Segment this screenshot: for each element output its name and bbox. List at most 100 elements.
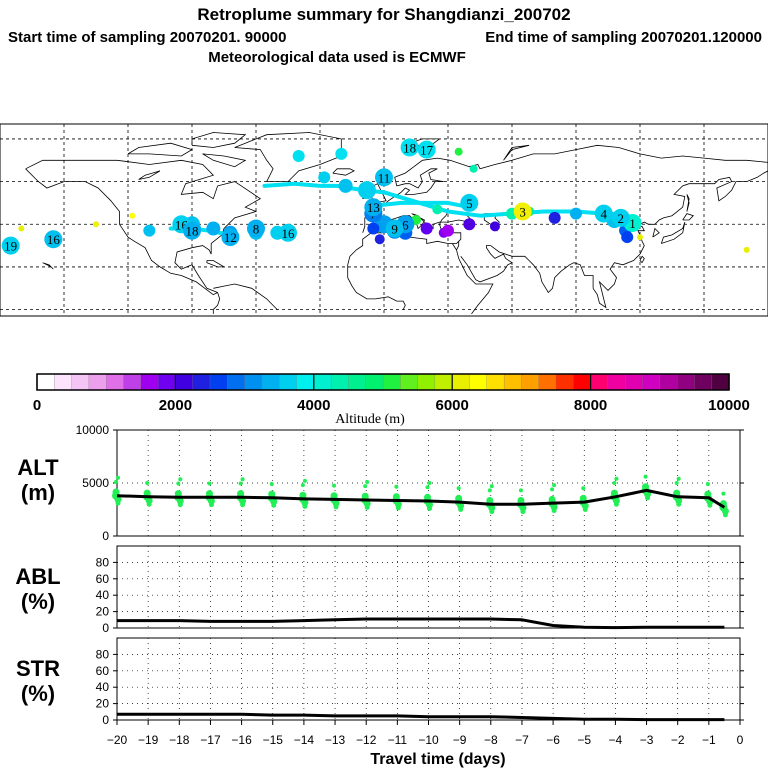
altitude-point [456, 486, 461, 491]
met-data-label: Meteorological data used is ECMWF [208, 49, 466, 66]
colorbar-cell [175, 373, 194, 391]
day-label-marker [183, 221, 201, 240]
panel-ylabel-name: STR [16, 656, 60, 681]
colorbar-cell [400, 373, 419, 391]
altitude-point [721, 507, 729, 515]
time-series-panels: 1000050000ALT(m)806040200ABL(%)806040200… [15, 423, 744, 747]
coastline [347, 264, 406, 310]
colorbar-cell [261, 373, 280, 391]
trajectory-dot [93, 221, 99, 228]
x-tick-label: −6 [546, 733, 560, 747]
altitude-point [457, 502, 465, 510]
day-label-marker [44, 230, 63, 249]
trajectory-dot [454, 147, 463, 156]
day-label-text: 16 [47, 232, 61, 247]
colorbar-ticks: 0 2000 4000 6000 8000 10000 [33, 374, 750, 414]
altitude-point [207, 497, 215, 505]
x-tick-label: −13 [325, 733, 346, 747]
x-tick-label: −8 [484, 733, 498, 747]
x-axis-label: Travel time (days) [370, 751, 505, 768]
colorbar-cell [452, 373, 471, 391]
altitude-point [704, 490, 712, 498]
altitude-point [721, 491, 726, 496]
colorbar-cell [417, 373, 436, 391]
coastline [42, 262, 54, 270]
trajectory-dot [338, 178, 353, 193]
altitude-point [240, 477, 245, 482]
day-label-text: 6 [402, 217, 409, 232]
colorbar-cell [348, 373, 367, 391]
colorbar-cell [659, 373, 678, 391]
coastline [682, 213, 695, 221]
colorbar-cell [469, 373, 488, 391]
x-tick-label: −5 [577, 733, 591, 747]
altitude-point [519, 504, 527, 512]
day-label-marker [279, 223, 297, 242]
colorbar-cell [313, 373, 332, 391]
coastline [213, 283, 278, 310]
altitude-point [612, 496, 620, 504]
y-tick-label: 5000 [82, 476, 109, 490]
x-tick-label: −9 [453, 733, 467, 747]
altitude-point [394, 500, 402, 508]
altitude-point [302, 503, 308, 509]
colorbar-tick-label: 0 [33, 397, 41, 414]
map-day-labels: 1234567891112131516161617181819 [1, 138, 642, 255]
altitude-point [269, 482, 274, 487]
altitude-point [239, 497, 247, 505]
altitude-point [551, 508, 557, 514]
altitude-point [643, 474, 648, 479]
trajectory-dot [463, 218, 476, 231]
series-line [116, 488, 726, 509]
altitude-point [550, 503, 558, 511]
altitude-point [299, 491, 307, 499]
day-label-marker [375, 168, 393, 187]
altitude-point [205, 490, 213, 498]
altitude-point [332, 499, 340, 507]
altitude-point [238, 481, 243, 486]
x-tick-label: −19 [138, 733, 159, 747]
day-label-text: 9 [391, 222, 398, 237]
altitude-point [176, 481, 181, 486]
trajectory-track [377, 200, 472, 210]
altitude-point [548, 495, 556, 503]
altitude-point [363, 500, 371, 508]
colorbar-label: Altitude (m) [335, 412, 405, 427]
colorbar-cell [192, 373, 211, 391]
colorbar-cell [330, 373, 350, 391]
colorbar-cell [209, 373, 228, 391]
altitude-point [676, 501, 682, 507]
day-label-marker [1, 236, 20, 255]
altitude-point [112, 488, 120, 496]
day-label-marker [400, 138, 419, 157]
trajectory-dot [637, 234, 643, 241]
altitude-point [645, 495, 651, 501]
colorbar-cell [625, 373, 644, 391]
altitude-point [114, 479, 118, 484]
x-axis: −20 −19 −18 −17 −16 −15 −14 −13 −12 −11 −10 −9 −8 −7−… [107, 720, 744, 747]
altitude-point [612, 481, 617, 485]
colorbar-cell [123, 373, 142, 391]
colorbar-tick-label: 8000 [574, 397, 607, 414]
y-tick-label: 10000 [76, 423, 110, 437]
altitude-point [674, 481, 679, 485]
colorbar-cell [296, 373, 315, 391]
x-tick-label: −12 [356, 733, 377, 747]
trajectory-dot [570, 207, 582, 220]
trajectory-dot [374, 234, 385, 245]
figure-title: Retroplume summary for Shangdianzi_20070… [197, 5, 570, 24]
altitude-point [301, 499, 309, 507]
day-label-text: 19 [4, 239, 17, 254]
altitude-point [486, 496, 494, 504]
x-tick-label: −20 [107, 733, 128, 747]
colorbar-tick-label: 2000 [159, 397, 192, 414]
colorbar-cell [140, 373, 159, 391]
altitude-point [114, 495, 122, 503]
altitude-point [581, 502, 589, 510]
map-coastlines [25, 132, 768, 315]
altitude-point [332, 483, 337, 488]
colorbar-cell [573, 373, 592, 391]
y-tick-label: 40 [96, 588, 110, 602]
altitude-point [300, 483, 305, 488]
altitude-point [392, 493, 400, 501]
